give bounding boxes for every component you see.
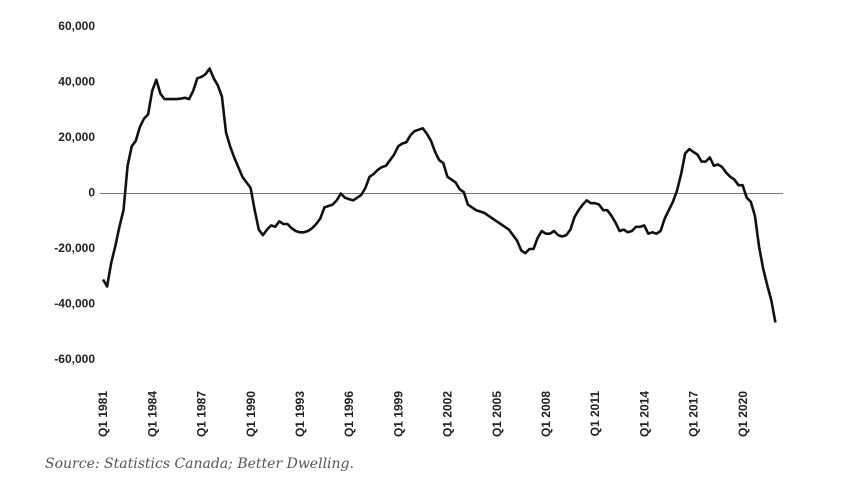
x-tick-label: Q1 1993 <box>293 391 307 437</box>
y-tick-label: -20,000 <box>54 241 95 255</box>
y-tick-label: 60,000 <box>58 19 95 33</box>
x-tick-label: Q1 2020 <box>736 391 750 437</box>
x-tick-label: Q1 1987 <box>195 391 209 437</box>
x-tick-label: Q1 1996 <box>342 391 356 437</box>
x-tick-label: Q1 1990 <box>244 391 258 437</box>
y-tick-label: -40,000 <box>54 297 95 311</box>
x-tick-label: Q1 1981 <box>96 391 110 437</box>
x-tick-label: Q1 2014 <box>637 391 651 437</box>
y-tick-label: 40,000 <box>58 75 95 89</box>
y-tick-label: 20,000 <box>58 130 95 144</box>
x-tick-label: Q1 1984 <box>145 391 159 437</box>
x-tick-label: Q1 2011 <box>588 391 602 437</box>
source-note: Source: Statistics Canada; Better Dwelli… <box>45 456 354 472</box>
x-tick-label: Q1 1999 <box>391 391 405 437</box>
x-tick-label: Q1 2017 <box>687 391 701 437</box>
y-tick-label: 0 <box>88 186 95 200</box>
data-line <box>101 67 777 323</box>
y-tick-label: -60,000 <box>54 352 95 366</box>
x-tick-label: Q1 2002 <box>441 391 455 437</box>
x-tick-label: Q1 2005 <box>490 391 504 437</box>
x-tick-label: Q1 2008 <box>539 391 553 437</box>
